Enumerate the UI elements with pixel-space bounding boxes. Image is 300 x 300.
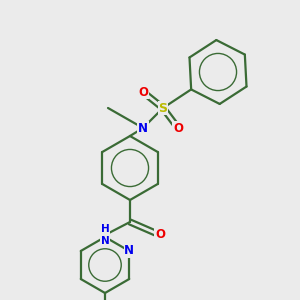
Text: H
N: H N [100, 224, 109, 246]
Text: O: O [155, 229, 165, 242]
Text: O: O [138, 85, 148, 98]
Text: S: S [158, 101, 167, 115]
Text: N: N [138, 122, 148, 134]
Text: N: N [124, 244, 134, 257]
Text: O: O [173, 122, 183, 134]
